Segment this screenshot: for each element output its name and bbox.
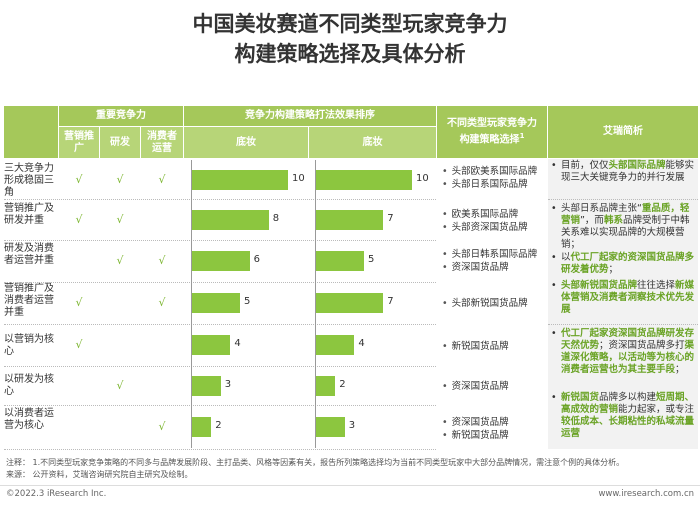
row-divider <box>4 240 436 241</box>
brand-list: • 欧美系国际品牌 • 头部资深国货品牌 <box>442 209 528 233</box>
page-title-line2: 构建策略选择及具体分析 <box>234 42 466 66</box>
brand-list: • 头部欧美系国际品牌 • 头部日系国际品牌 <box>442 166 538 190</box>
check-mark: √ <box>158 296 166 309</box>
bar-chart1-label: 6 <box>253 254 260 265</box>
check-mark: √ <box>116 213 124 226</box>
ranking-header: 竞争力构建策略打法效果排序 <box>184 106 436 126</box>
player-header-text: 不同类型玩家竞争力构建策略选择 <box>447 117 537 146</box>
row-divider <box>4 324 436 325</box>
bar-chart2 <box>316 417 345 437</box>
site-url: www.iresearch.com.cn <box>598 489 694 499</box>
row-label: 三大竞争力形成稳固三角 <box>4 163 54 198</box>
brand-list: • 新锐国货品牌 <box>442 341 509 352</box>
brand-list: • 头部新锐国货品牌 <box>442 298 528 309</box>
bar-chart2-label: 4 <box>358 338 365 349</box>
bar-chart1 <box>192 170 288 190</box>
bar-chart2-label: 10 <box>416 173 429 184</box>
bar-chart2-label: 7 <box>387 213 394 224</box>
bar-chart1-label: 5 <box>244 296 251 307</box>
row-label: 以消费者运营为核心 <box>4 408 54 431</box>
row-divider <box>4 366 436 367</box>
bar-chart2 <box>316 170 412 190</box>
bar-chart2-label: 3 <box>348 420 356 431</box>
check-mark: √ <box>75 296 83 309</box>
footnote-marker: 1 <box>519 131 525 140</box>
bar-chart2 <box>316 251 364 271</box>
page-title-line1: 中国美妆赛道不同类型玩家竞争力 <box>192 12 508 36</box>
row-label: 以营销为核心 <box>4 334 54 357</box>
bar-chart1 <box>192 417 212 437</box>
analysis-item-1: • 目前，仅仅头部国际品牌能够实现三大关键竞争力的并行发展 <box>551 160 695 183</box>
analysis-item-3: • 以代工厂起家的资深国货品牌多研发着优势； <box>551 252 695 275</box>
bar-chart1-label: 10 <box>292 173 305 184</box>
bar-chart1 <box>192 210 269 230</box>
analysis-panel <box>548 159 698 449</box>
header-base-1: 底妆 <box>184 127 308 158</box>
player-header: 不同类型玩家竞争力构建策略选择1 <box>437 106 547 158</box>
note-line: 注释： 1.不同类型玩家竞争策略的不同多与品牌发展阶段、主打品类、风格等因素有关… <box>6 458 625 467</box>
check-mark: √ <box>75 338 83 351</box>
brand-list: • 资深国货品牌 <box>442 381 509 392</box>
bar-chart2 <box>316 376 336 396</box>
row-divider <box>4 449 436 450</box>
header-consumer-ops: 消费者运营 <box>141 127 183 158</box>
bar-chart1-label: 8 <box>272 213 280 224</box>
bar-chart1 <box>192 376 221 396</box>
bar-chart1-label: 3 <box>224 379 232 390</box>
row-divider <box>4 282 436 283</box>
check-mark: √ <box>116 173 124 186</box>
bar-chart1 <box>192 335 231 355</box>
bar-chart2-label: 7 <box>387 296 394 307</box>
bar-chart1-label: 2 <box>215 420 222 431</box>
row-divider <box>4 405 436 406</box>
bar-chart1 <box>192 251 250 271</box>
brand-list: • 头部日韩系国际品牌 • 资深国货品牌 <box>442 249 538 273</box>
row-label: 营销推广及消费者运营并重 <box>4 283 54 318</box>
bar-chart1-label: 4 <box>234 338 241 349</box>
analysis-item-5: • 代工厂起家资深国货品牌研发存天然优势；资深国货品牌多打渠道深化策略，以活动等为… <box>551 328 695 375</box>
check-mark: √ <box>158 420 166 433</box>
header-rnd: 研发 <box>100 127 140 158</box>
check-mark: √ <box>116 254 124 267</box>
chart2-axis <box>315 160 316 448</box>
copyright: ©2022.3 iResearch Inc. <box>6 489 107 499</box>
check-mark: √ <box>116 379 124 392</box>
bar-chart2-label: 5 <box>368 254 375 265</box>
brand-list: • 资深国货品牌 • 新锐国货品牌 <box>442 417 509 441</box>
analysis-item-4: • 头部新锐国货品牌往往选择新媒体营销及消费者洞察技术优先发展 <box>551 280 695 315</box>
bar-chart2 <box>316 335 355 355</box>
row-divider <box>4 199 436 200</box>
bar-chart2-label: 2 <box>339 379 346 390</box>
check-mark: √ <box>75 173 83 186</box>
bar-chart2 <box>316 293 384 313</box>
source-line: 来源： 公开资料，艾瑞咨询研究院自主研究及绘制。 <box>6 470 193 479</box>
chart1-axis <box>191 160 192 448</box>
analysis-header: 艾瑞简析 <box>548 106 698 158</box>
check-mark: √ <box>158 254 166 267</box>
row-label: 以研发为核心 <box>4 374 54 397</box>
analysis-divider <box>548 324 698 325</box>
bar-chart1 <box>192 293 240 313</box>
corner-header <box>4 106 58 158</box>
bar-chart2 <box>316 210 384 230</box>
check-mark: √ <box>158 173 166 186</box>
check-mark: √ <box>75 213 83 226</box>
footer-divider <box>0 485 700 486</box>
row-label: 营销推广及研发并重 <box>4 203 54 226</box>
analysis-item-2: • 头部日系品牌主张“重品质，轻营销”，而韩系品牌受制于中韩关系难以实现品牌的大规… <box>551 203 690 250</box>
important-header: 重要竞争力 <box>59 106 183 126</box>
header-base-2: 底妆 <box>309 127 436 158</box>
header-marketing: 营销推广 <box>59 127 99 158</box>
row-label: 研发及消费者运营并重 <box>4 243 54 266</box>
analysis-item-6: • 新锐国货品牌多以构建短周期、高成效的营销能力起家，或专注较低成本、长期粘性的私… <box>551 392 695 439</box>
analysis-divider <box>548 199 698 200</box>
